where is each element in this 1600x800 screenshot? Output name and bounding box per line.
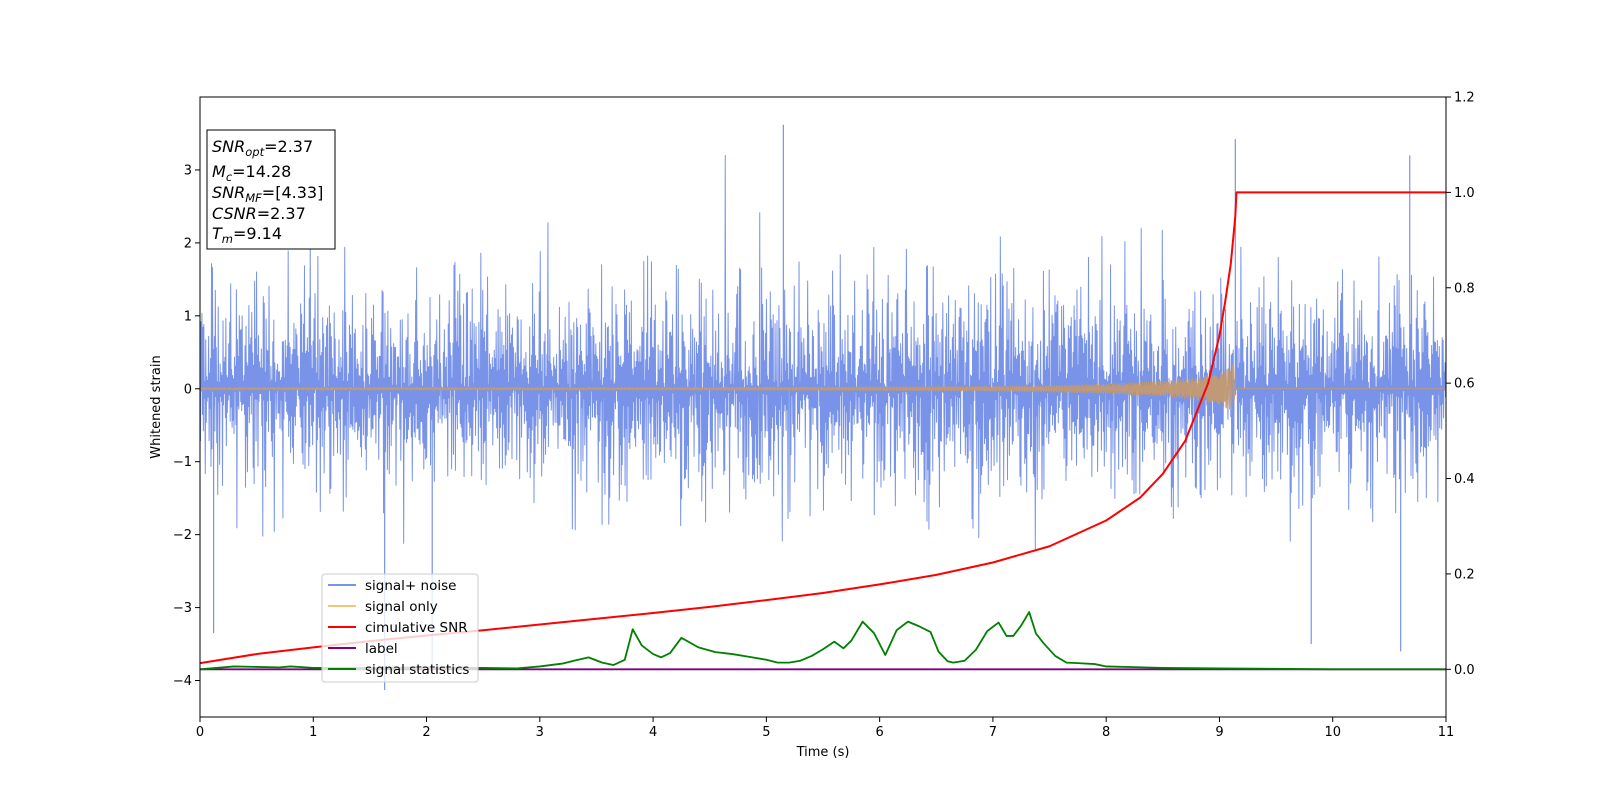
y2-tick-label: 1.2: [1454, 91, 1475, 106]
info-snr-opt: SNRopt=2.37: [212, 137, 313, 159]
y2-tick-label: 0.0: [1454, 663, 1475, 678]
x-tick-label: 6: [875, 725, 883, 740]
y-tick-label: 3: [184, 163, 192, 178]
y-tick-label: −1: [173, 455, 192, 470]
info-box-frame: [206, 129, 336, 250]
signal-only-line: [200, 364, 1446, 412]
y2-tick-label: 0.2: [1454, 567, 1475, 582]
x-axis-label: Time (s): [796, 745, 850, 760]
x-tick-label: 10: [1324, 725, 1341, 740]
x-tick-label: 2: [422, 725, 430, 740]
signal-noise-line: [200, 154, 1446, 552]
y-tick-label: −2: [173, 528, 192, 543]
legend-label-signal-statistics: signal statistics: [365, 662, 469, 678]
y-tick-label: 0: [184, 382, 192, 397]
x-tick-label: 3: [536, 725, 544, 740]
x-tick-label: 8: [1102, 725, 1110, 740]
legend-entry-signal-statistics: signal statistics: [328, 662, 469, 678]
legend-entry-cumulative-snr: cimulative SNR: [328, 620, 468, 636]
y-tick-label: 2: [184, 236, 192, 251]
x-tick-label: 4: [649, 725, 657, 740]
x-tick-label: 7: [989, 725, 997, 740]
right-axis-ticks: 0.0 0.2 0.4 0.6 0.8 1.0 1.2: [1446, 91, 1475, 678]
info-box: SNRopt=2.37 Mc=14.28 SNRMF=[4.33] CSNR=2…: [206, 129, 336, 250]
y-tick-label: −4: [173, 674, 192, 689]
info-csnr: CSNR=2.37: [212, 204, 306, 223]
y-tick-label: 1: [184, 309, 192, 324]
info-tm: Tm=9.14: [212, 224, 282, 246]
x-tick-label: 0: [196, 725, 204, 740]
plot-frame: [199, 96, 1447, 718]
y2-tick-label: 0.4: [1454, 472, 1475, 487]
legend-label-signal-only: signal only: [365, 599, 438, 615]
legend-entry-label: label: [328, 641, 398, 657]
legend-frame: [321, 573, 479, 683]
y-axis-label: Whitened strain: [149, 355, 164, 458]
legend-label-signal-noise: signal+ noise: [365, 578, 456, 594]
x-axis-ticks: 0 1 2 3 4 5 6 7 8 9 10 11: [196, 717, 1454, 740]
x-tick-label: 11: [1438, 725, 1455, 740]
y2-tick-label: 0.6: [1454, 377, 1475, 392]
signal-only-series: [200, 364, 1446, 412]
legend-entry-signal-only: signal only: [328, 599, 438, 615]
legend-entry-signal-noise: signal+ noise: [328, 578, 456, 594]
y-axis-ticks: −4 −3 −2 −1 0 1 2 3: [173, 163, 200, 689]
signal-statistics-line: [200, 611, 1446, 671]
y-tick-label: −3: [173, 601, 192, 616]
x-tick-label: 1: [309, 725, 317, 740]
x-tick-label: 9: [1215, 725, 1223, 740]
x-tick-label: 5: [762, 725, 770, 740]
legend-label-label: label: [365, 641, 398, 657]
y2-tick-label: 0.8: [1454, 281, 1475, 296]
legend: signal+ noise signal only cimulative SNR…: [321, 573, 479, 683]
info-snr-mf: SNRMF=[4.33]: [212, 183, 323, 205]
info-mc: Mc=14.28: [212, 162, 291, 184]
y2-tick-label: 1.0: [1454, 186, 1475, 201]
legend-label-cumulative-snr: cimulative SNR: [365, 620, 468, 636]
signal-noise-series: [200, 124, 1446, 691]
